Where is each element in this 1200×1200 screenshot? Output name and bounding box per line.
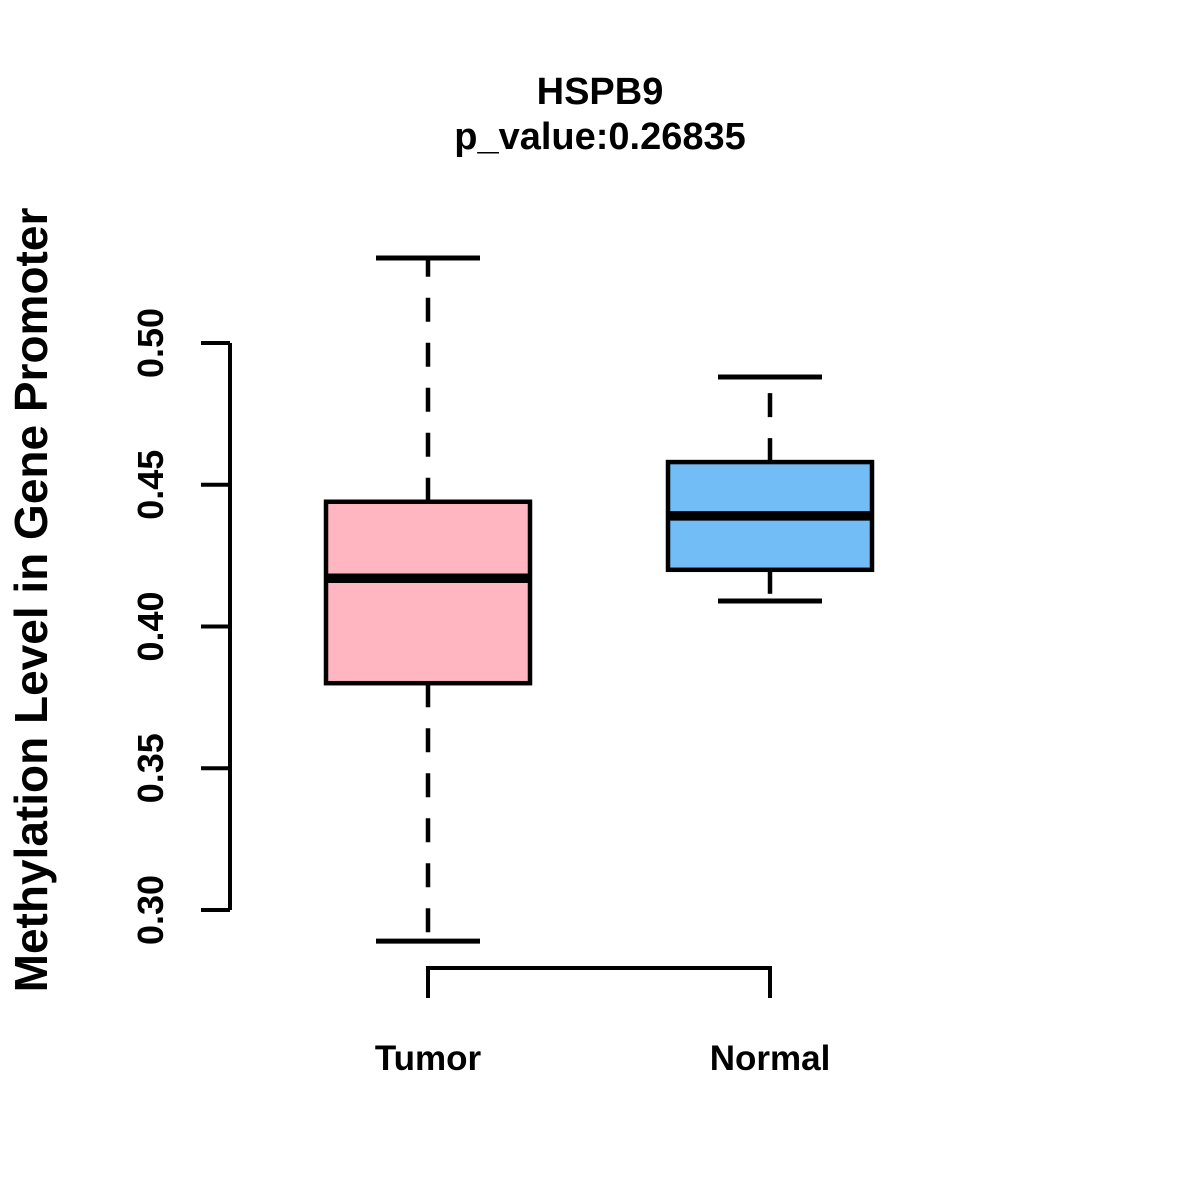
y-axis-tick-label: 0.35 <box>130 733 171 803</box>
y-axis-tick-label: 0.45 <box>130 450 171 520</box>
x-tick-label-normal: Normal <box>709 1039 831 1078</box>
tumor-iqr-box <box>323 499 533 686</box>
x-axis-bracket <box>426 966 772 998</box>
chart-subtitle-pvalue: p_value:0.26835 <box>454 116 746 158</box>
x-tick-label-tumor: Tumor <box>374 1039 482 1078</box>
y-axis-tick-label: 0.30 <box>130 875 171 945</box>
y-axis-tick-label: 0.40 <box>130 591 171 661</box>
y-axis-tick-label: 0.50 <box>130 308 171 378</box>
chart-title: HSPB9 <box>536 71 664 113</box>
